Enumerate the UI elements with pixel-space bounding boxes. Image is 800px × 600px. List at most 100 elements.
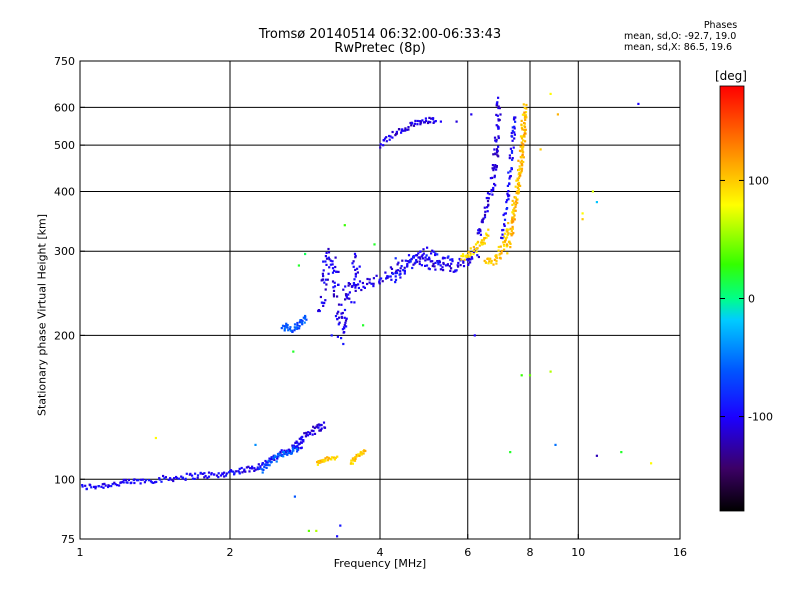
data-point: [321, 301, 324, 304]
data-point: [422, 257, 425, 260]
data-point: [354, 289, 357, 292]
data-point: [430, 252, 433, 255]
data-point: [487, 197, 490, 200]
data-point: [333, 285, 337, 288]
data-point: [154, 436, 157, 440]
data-point: [283, 329, 286, 332]
data-point: [253, 469, 256, 472]
data-point: [201, 472, 204, 475]
data-point: [465, 254, 468, 257]
data-point: [462, 254, 465, 257]
data-point: [273, 458, 276, 461]
data-point: [431, 264, 434, 268]
data-point: [327, 457, 330, 460]
data-point: [261, 468, 264, 471]
data-point: [391, 272, 395, 275]
data-point: [354, 273, 357, 276]
data-point: [116, 484, 119, 487]
data-point: [173, 477, 176, 480]
data-point: [434, 252, 437, 255]
data-point: [316, 424, 319, 427]
data-point: [488, 257, 491, 260]
data-point: [490, 188, 493, 192]
x-tick-label: 16: [673, 546, 687, 559]
data-point: [337, 310, 340, 313]
data-point: [493, 167, 496, 170]
data-point: [406, 263, 409, 266]
data-point: [191, 477, 194, 480]
data-point: [355, 284, 358, 287]
data-point: [397, 261, 400, 264]
data-point: [352, 265, 355, 268]
data-point: [441, 266, 444, 269]
data-point: [401, 259, 404, 262]
data-point: [470, 256, 473, 259]
data-point: [243, 468, 246, 471]
data-point: [516, 178, 519, 181]
data-point: [336, 455, 339, 458]
data-point: [511, 158, 514, 161]
data-point: [506, 207, 509, 210]
data-point: [511, 227, 514, 230]
data-point: [337, 303, 341, 306]
y-tick-label: 100: [54, 473, 75, 486]
data-point: [451, 258, 454, 261]
data-point: [144, 479, 148, 482]
data-point: [139, 482, 142, 485]
data-point: [469, 247, 472, 250]
data-point: [351, 462, 354, 465]
phase-x-stats: mean, sd,X: 86.5, 19.6: [624, 42, 733, 53]
data-point: [381, 280, 384, 283]
data-point: [476, 240, 480, 243]
data-point: [280, 327, 283, 330]
data-point: [265, 466, 268, 469]
data-point: [232, 470, 235, 473]
data-point: [513, 207, 516, 210]
data-point: [492, 153, 495, 156]
data-point: [495, 168, 498, 171]
data-point: [240, 466, 243, 470]
data-point: [107, 484, 110, 487]
data-point: [422, 248, 425, 251]
data-point: [412, 263, 415, 266]
data-point: [304, 314, 307, 318]
data-point: [637, 102, 640, 105]
data-point: [279, 451, 282, 454]
data-point: [493, 165, 496, 168]
data-point: [506, 233, 509, 236]
data-point: [325, 263, 328, 266]
data-point: [300, 438, 303, 441]
data-point: [407, 126, 410, 129]
data-point: [493, 176, 496, 179]
data-point: [319, 460, 322, 463]
data-point: [180, 475, 183, 478]
data-point: [469, 261, 472, 264]
data-point: [425, 254, 428, 257]
data-point: [372, 285, 375, 288]
data-point: [407, 254, 411, 257]
data-point: [493, 258, 497, 261]
data-point: [409, 259, 412, 262]
data-point: [507, 232, 510, 235]
data-point: [334, 315, 338, 318]
data-point: [306, 434, 310, 437]
data-point: [581, 212, 584, 215]
colorbar-tick-label: 0: [748, 293, 755, 306]
data-point: [331, 280, 335, 283]
data-point: [357, 286, 360, 290]
data-point: [394, 275, 397, 278]
data-point: [516, 186, 519, 189]
data-point: [213, 473, 216, 476]
data-point: [406, 260, 409, 263]
data-point: [465, 255, 468, 258]
data-point: [514, 203, 518, 206]
data-point: [257, 463, 260, 466]
data-point: [509, 227, 512, 230]
data-point: [508, 241, 511, 244]
data-point: [102, 486, 105, 489]
data-point: [362, 324, 365, 327]
data-point: [350, 301, 353, 304]
data-point: [344, 321, 347, 324]
data-point: [554, 443, 557, 446]
data-point: [515, 179, 518, 182]
